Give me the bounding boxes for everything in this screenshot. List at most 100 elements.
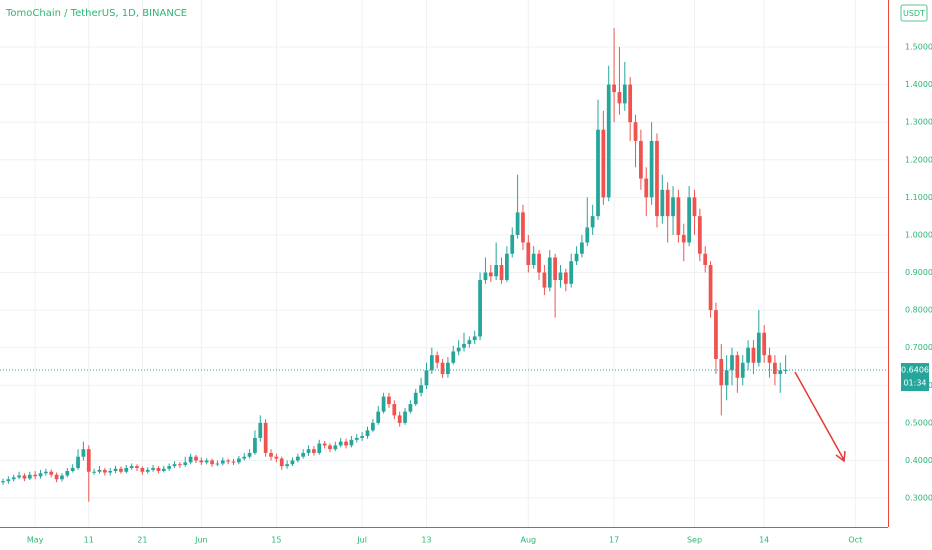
candle-body [397,415,402,423]
candle-body [537,253,541,273]
x-tick-label: Oct [848,536,862,545]
candle-body [558,272,563,281]
candle-body [601,129,606,198]
candle-body [215,463,220,465]
candle-body [49,471,54,475]
candle-body [97,469,102,472]
candle-body [328,445,332,450]
candle-body [102,469,107,473]
candle-body [510,234,515,254]
candle-body [730,355,734,371]
candle-body [724,370,729,386]
candle-body [167,466,172,469]
candle-body [628,84,633,123]
candle-body [119,468,123,472]
candle-body [547,257,552,288]
candle-body [676,197,681,235]
candle-body [33,474,38,477]
x-tick-label: 15 [271,536,281,545]
candle-body [783,370,788,372]
candle-body [92,471,97,473]
candle-body [467,340,472,344]
candle-body [183,462,188,465]
y-tick-label: 1.1000 [905,193,932,202]
candle-body [247,452,252,457]
candles [1,28,788,502]
x-tick-label: Aug [521,536,537,545]
candle-body [499,265,504,281]
y-tick-label: 1.5000 [905,42,932,51]
candle-body [735,355,740,378]
x-tick-label: 11 [84,536,94,545]
candle-body [306,449,311,453]
candle-body [312,449,316,453]
candle-body [370,422,375,431]
candle-body [178,464,182,466]
candle-body [408,404,413,412]
candle-body [703,253,708,266]
candle-body [655,140,659,217]
candle-body [429,355,434,371]
candle-body [719,358,724,386]
candle-body [253,437,257,453]
candle-body [290,460,295,465]
last-price-box [901,363,929,392]
candle-body [226,460,231,462]
candle-body [692,197,697,217]
candle-body [38,473,43,477]
candle-body [199,460,204,463]
candle-body [317,443,322,453]
candle-body [220,460,225,464]
candle-body [338,441,343,446]
candle-body [590,216,595,228]
candle-body [344,441,348,446]
candle-body [124,467,129,472]
candle-body [1,481,5,483]
y-tick-label: 0.5000 [905,418,932,427]
candle-body [365,430,370,437]
last-price-label: 0.6406 [901,366,929,375]
candle-body [580,242,584,254]
candle-body [333,445,338,450]
x-tick-label: 17 [609,536,619,545]
candle-body [596,129,600,217]
x-tick-label: 21 [137,536,147,545]
candle-body [17,475,21,478]
candle-body [494,265,499,277]
candle-body [419,385,423,393]
candle-body [151,467,155,470]
candle-body [521,212,525,243]
candle-body [649,140,654,198]
candle-body [27,474,32,479]
candle-body [231,461,236,463]
candle-body [585,227,590,243]
candle-body [622,84,627,104]
x-tick-label: Jul [356,536,367,545]
candle-body [381,396,386,412]
y-tick-label: 0.7000 [905,343,932,352]
unit-label: USDT [903,9,925,18]
candle-body [269,452,273,457]
countdown-label: 01:34 [903,379,926,388]
y-tick-label: 1.4000 [905,80,932,89]
candle-body [387,396,391,405]
x-tick-label: Jun [194,536,208,545]
candle-body [413,392,418,405]
candle-body [44,471,48,474]
y-tick-label: 0.8000 [905,306,932,315]
x-tick-label: 13 [421,536,431,545]
candle-body [285,464,289,467]
candle-body [462,343,466,348]
candle-body [515,212,520,235]
candle-body [756,332,761,363]
candle-body [574,253,579,262]
candle-body [446,362,450,375]
x-tick-label: Sep [687,536,702,545]
y-tick-label: 1.2000 [905,155,932,164]
candle-body [113,468,118,471]
candle-body [145,469,150,472]
candle-body [210,460,214,465]
candle-body [204,460,209,463]
candle-body [472,336,477,341]
